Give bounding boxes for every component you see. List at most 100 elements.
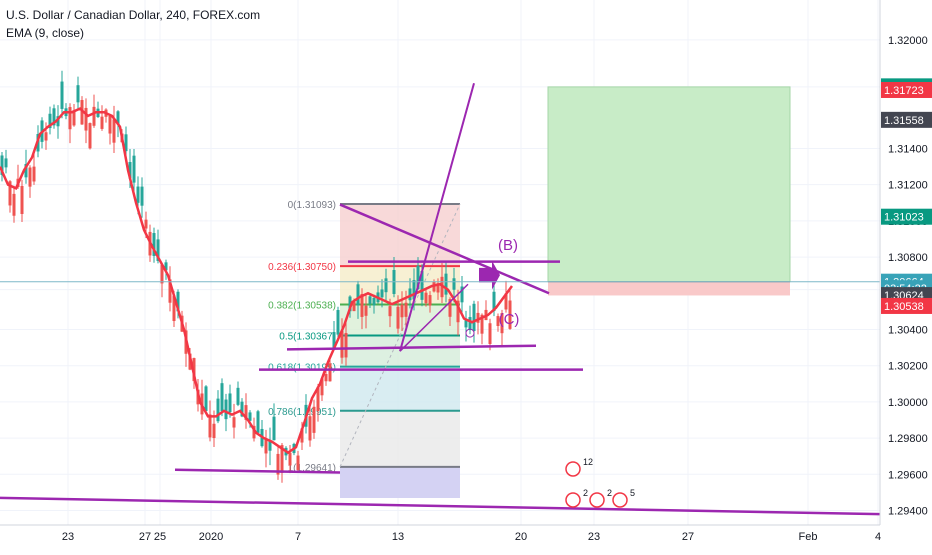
candle-body[interactable] bbox=[272, 416, 276, 441]
candle-body[interactable] bbox=[172, 295, 176, 322]
candle-body[interactable] bbox=[216, 398, 220, 422]
candle-body[interactable] bbox=[336, 310, 340, 335]
candle-body[interactable] bbox=[412, 280, 416, 300]
candle-body[interactable] bbox=[44, 132, 48, 141]
candle-body[interactable] bbox=[136, 186, 140, 203]
candle-body[interactable] bbox=[320, 378, 324, 396]
candle-body[interactable] bbox=[76, 85, 80, 103]
symbol-title[interactable]: U.S. Dollar / Canadian Dollar, 240, FORE… bbox=[6, 8, 261, 22]
candle-body[interactable] bbox=[72, 110, 76, 126]
candle-body[interactable] bbox=[428, 295, 432, 306]
candle-body[interactable] bbox=[352, 301, 356, 312]
candle-body[interactable] bbox=[80, 100, 84, 125]
candle-body[interactable] bbox=[468, 317, 472, 331]
candle-body[interactable] bbox=[416, 265, 420, 290]
candle-body[interactable] bbox=[100, 116, 104, 129]
candle-body[interactable] bbox=[232, 417, 236, 428]
candle-body[interactable] bbox=[0, 155, 4, 175]
candle-body[interactable] bbox=[236, 387, 240, 405]
candle-body[interactable] bbox=[504, 293, 508, 310]
candle-body[interactable] bbox=[252, 425, 256, 439]
trend-line-drawings[interactable]: (B) (C) 12 2 2 5 bbox=[0, 83, 881, 516]
candle-body[interactable] bbox=[208, 414, 212, 438]
candle-body[interactable] bbox=[56, 116, 60, 127]
candle-body[interactable] bbox=[360, 293, 364, 317]
candle-body[interactable] bbox=[408, 288, 412, 301]
descending-trend-line[interactable] bbox=[339, 203, 550, 295]
candle-body[interactable] bbox=[28, 167, 32, 187]
candle-body[interactable] bbox=[108, 115, 112, 134]
candle-body[interactable] bbox=[496, 316, 500, 326]
candle-body[interactable] bbox=[328, 363, 332, 382]
candle-body[interactable] bbox=[356, 284, 360, 306]
candle-body[interactable] bbox=[8, 181, 12, 206]
candle-body[interactable] bbox=[4, 158, 8, 168]
candle-body[interactable] bbox=[348, 296, 352, 312]
candle-body[interactable] bbox=[212, 423, 216, 438]
candle-body[interactable] bbox=[396, 306, 400, 329]
candle-body[interactable] bbox=[140, 186, 144, 206]
candle-body[interactable] bbox=[144, 219, 148, 229]
candle-body[interactable] bbox=[160, 264, 164, 284]
candle-body[interactable] bbox=[472, 303, 476, 332]
candle-body[interactable] bbox=[112, 119, 116, 143]
candle-body[interactable] bbox=[488, 323, 492, 344]
candle-body[interactable] bbox=[224, 399, 228, 420]
candle-body[interactable] bbox=[384, 278, 388, 293]
candle-body[interactable] bbox=[456, 300, 460, 323]
candle-body[interactable] bbox=[480, 314, 484, 334]
candle-body[interactable] bbox=[132, 155, 136, 183]
candle-body[interactable] bbox=[464, 320, 468, 328]
candle-body[interactable] bbox=[344, 333, 348, 358]
support-line[interactable] bbox=[174, 468, 341, 474]
candle-body[interactable] bbox=[256, 411, 260, 433]
candle-body[interactable] bbox=[220, 383, 224, 412]
candle-body[interactable] bbox=[424, 292, 428, 304]
horizontal-level[interactable] bbox=[286, 344, 537, 351]
candle-body[interactable] bbox=[476, 312, 480, 323]
candle-body[interactable] bbox=[128, 162, 132, 179]
event-badge[interactable] bbox=[565, 492, 581, 508]
candle-body[interactable] bbox=[448, 299, 452, 317]
candle-body[interactable] bbox=[168, 279, 172, 303]
candle-body[interactable] bbox=[124, 134, 128, 152]
candle-body[interactable] bbox=[372, 297, 376, 306]
candle-body[interactable] bbox=[340, 330, 344, 358]
candle-body[interactable] bbox=[164, 262, 168, 271]
candle-body[interactable] bbox=[332, 332, 336, 349]
candle-body[interactable] bbox=[404, 302, 408, 317]
candles[interactable] bbox=[0, 70, 512, 483]
candle-body[interactable] bbox=[60, 81, 64, 109]
candle-body[interactable] bbox=[156, 239, 160, 261]
candle-body[interactable] bbox=[300, 428, 304, 443]
candle-body[interactable] bbox=[152, 233, 156, 256]
candle-body[interactable] bbox=[240, 401, 244, 417]
pitchfork-line[interactable] bbox=[399, 283, 469, 352]
candle-body[interactable] bbox=[364, 305, 368, 316]
candle-body[interactable] bbox=[380, 289, 384, 298]
candle-body[interactable] bbox=[204, 386, 208, 412]
candle-body[interactable] bbox=[48, 113, 52, 129]
candle-body[interactable] bbox=[280, 445, 284, 473]
candle-body[interactable] bbox=[500, 313, 504, 334]
candle-body[interactable] bbox=[436, 283, 440, 293]
candle-body[interactable] bbox=[84, 107, 88, 131]
candle-body[interactable] bbox=[268, 439, 272, 451]
candle-body[interactable] bbox=[24, 163, 28, 178]
event-badge[interactable] bbox=[589, 492, 605, 508]
candle-body[interactable] bbox=[388, 306, 392, 317]
candle-body[interactable] bbox=[420, 271, 424, 300]
candle-body[interactable] bbox=[460, 286, 464, 303]
candle-body[interactable] bbox=[176, 291, 180, 312]
event-badge[interactable] bbox=[612, 492, 628, 508]
candle-body[interactable] bbox=[20, 185, 24, 214]
candle-body[interactable] bbox=[288, 452, 292, 466]
candle-body[interactable] bbox=[68, 107, 72, 130]
candle-body[interactable] bbox=[308, 416, 312, 441]
candle-body[interactable] bbox=[116, 111, 120, 125]
candle-body[interactable] bbox=[248, 412, 252, 421]
candle-body[interactable] bbox=[228, 393, 232, 413]
pitchfork-line[interactable] bbox=[399, 83, 475, 352]
